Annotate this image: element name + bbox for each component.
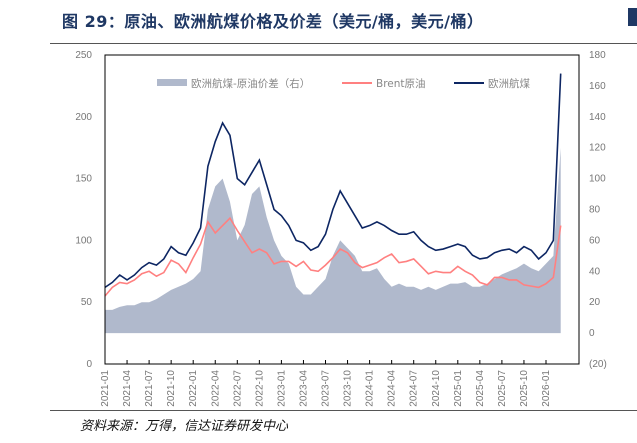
right-tick-label: 0 (589, 328, 595, 339)
legend-swatch-spread (157, 79, 187, 86)
x-tick-label: 2025-01 (453, 370, 464, 407)
top-divider (50, 43, 637, 44)
right-tick-label: 80 (589, 205, 601, 216)
left-tick-label: 0 (86, 359, 92, 370)
bottom-divider (50, 410, 637, 411)
x-tick-label: 2021-07 (144, 370, 155, 407)
x-tick-label: 2025-04 (475, 370, 486, 407)
x-tick-label: 2021-10 (166, 370, 177, 407)
x-tick-label: 2024-07 (409, 370, 420, 407)
spread-area (105, 147, 561, 334)
x-tick-label: 2021-01 (100, 370, 111, 407)
x-tick-label: 2023-01 (276, 370, 287, 407)
right-tick-label: (20) (589, 359, 607, 370)
x-tick-label: 2025-10 (519, 370, 530, 407)
x-tick-label: 2024-04 (387, 370, 398, 407)
right-tick-label: 180 (589, 50, 606, 61)
x-tick-label: 2025-07 (497, 370, 508, 407)
right-tick-label: 100 (589, 174, 606, 185)
chart-title: 图 29：原油、欧洲航煤价格及价差（美元/桶，美元/桶） (62, 12, 484, 31)
left-tick-label: 50 (81, 297, 93, 308)
left-tick-label: 100 (75, 235, 92, 246)
brent-line (104, 216, 562, 297)
right-tick-label: 140 (589, 112, 606, 123)
legend-label: 欧洲航煤-原油价差（右） (191, 77, 310, 90)
x-tick-label: 2026-01 (541, 370, 552, 407)
x-tick-label: 2022-07 (232, 370, 243, 407)
right-tick-label: 40 (589, 266, 601, 277)
x-tick-label: 2024-01 (365, 370, 376, 407)
x-tick-label: 2022-04 (210, 370, 221, 407)
plot-frame (104, 54, 580, 365)
x-tick-label: 2023-10 (343, 370, 354, 407)
right-tick-label: 160 (589, 81, 606, 92)
right-tick-label: 120 (589, 143, 606, 154)
x-tick-label: 2021-04 (122, 370, 133, 407)
x-tick-label: 2023-04 (298, 370, 309, 407)
jet-fuel-line (104, 73, 562, 289)
legend-label: 欧洲航煤 (488, 77, 530, 90)
legend-label: Brent原油 (376, 77, 426, 90)
x-tick-label: 2023-07 (321, 370, 332, 407)
edge-mark (628, 8, 637, 26)
x-tick-label: 2022-10 (254, 370, 265, 407)
source-note: 资料来源：万得，信达证券研发中心 (80, 419, 289, 434)
left-tick-label: 150 (75, 174, 92, 185)
x-tick-label: 2024-10 (431, 370, 442, 407)
right-tick-label: 60 (589, 235, 601, 246)
x-tick-label: 2022-01 (188, 370, 199, 407)
left-tick-label: 200 (75, 112, 92, 123)
left-tick-label: 250 (75, 50, 92, 61)
right-tick-label: 20 (589, 297, 601, 308)
